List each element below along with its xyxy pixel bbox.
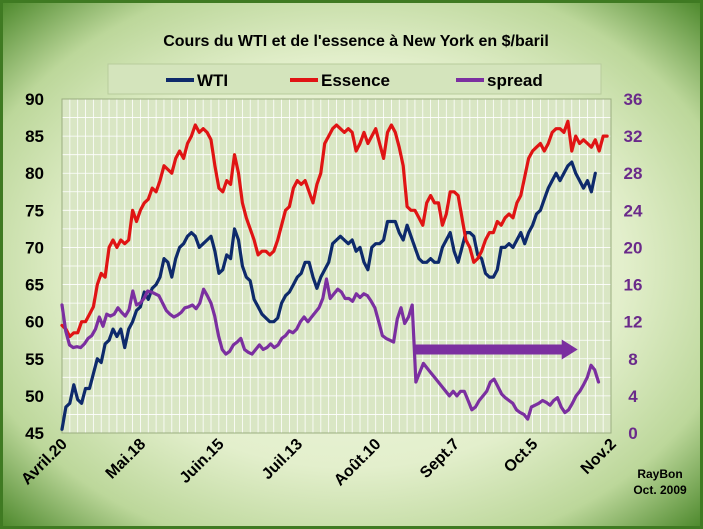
series-line-spread bbox=[60, 277, 601, 421]
y-left-tick-label: 50 bbox=[25, 387, 44, 406]
y-left-tick-label: 55 bbox=[25, 350, 44, 369]
y-left-tick-label: 65 bbox=[25, 276, 44, 295]
y-axis-left: 45 50 55 60 65 70 75 80 85 90 bbox=[25, 90, 44, 443]
x-tick-label: Avril.20 bbox=[18, 436, 71, 489]
x-tick-label: Oct.5 bbox=[501, 436, 541, 476]
y-right-tick-label: 24 bbox=[624, 201, 643, 220]
legend-label-spread: spread bbox=[487, 71, 543, 90]
y-right-tick-label: 36 bbox=[624, 90, 643, 109]
y-right-tick-label: 12 bbox=[624, 313, 643, 332]
y-left-tick-label: 80 bbox=[25, 164, 44, 183]
plot-border bbox=[61, 98, 612, 434]
x-tick-label: Nov.2 bbox=[578, 436, 620, 478]
credit-author: RayBon bbox=[637, 467, 682, 481]
y-left-tick-label: 60 bbox=[25, 313, 44, 332]
arrow-shaft bbox=[414, 344, 564, 355]
x-tick-label: Juil.13 bbox=[259, 436, 306, 483]
legend: WTI Essence spread bbox=[107, 63, 602, 95]
x-tick-label: Août.10 bbox=[331, 436, 385, 490]
y-right-tick-label: 0 bbox=[628, 424, 637, 443]
series-line-essence bbox=[60, 119, 609, 339]
x-tick-label: Sept.7 bbox=[417, 436, 463, 482]
y-left-tick-label: 70 bbox=[25, 238, 44, 257]
chart-title: Cours du WTI et de l'essence à New York … bbox=[163, 33, 549, 50]
y-right-tick-label: 4 bbox=[628, 387, 638, 406]
y-left-tick-label: 75 bbox=[25, 201, 44, 220]
y-right-tick-label: 32 bbox=[624, 127, 643, 146]
legend-label-wti: WTI bbox=[197, 71, 228, 90]
y-left-tick-label: 90 bbox=[25, 90, 44, 109]
grid bbox=[61, 98, 612, 434]
y-right-tick-label: 20 bbox=[624, 238, 643, 257]
arrow-head bbox=[561, 339, 578, 360]
series-lines bbox=[60, 119, 609, 431]
credit-date: Oct. 2009 bbox=[633, 483, 687, 497]
x-tick-label: Juin.15 bbox=[177, 436, 228, 487]
y-right-tick-label: 8 bbox=[628, 350, 637, 369]
y-axis-right: 0 4 8 12 16 20 24 28 32 36 bbox=[624, 90, 643, 443]
legend-label-essence: Essence bbox=[321, 71, 390, 90]
y-right-tick-label: 16 bbox=[624, 276, 643, 295]
x-axis: Avril.20 Mai.18 Juin.15 Juil.13 Août.10 Sept.… bbox=[18, 436, 620, 490]
y-left-tick-label: 45 bbox=[25, 424, 44, 443]
y-left-tick-label: 85 bbox=[25, 127, 44, 146]
x-tick-label: Mai.18 bbox=[103, 436, 150, 483]
annotation-arrow bbox=[414, 339, 578, 360]
y-right-tick-label: 28 bbox=[624, 164, 643, 183]
